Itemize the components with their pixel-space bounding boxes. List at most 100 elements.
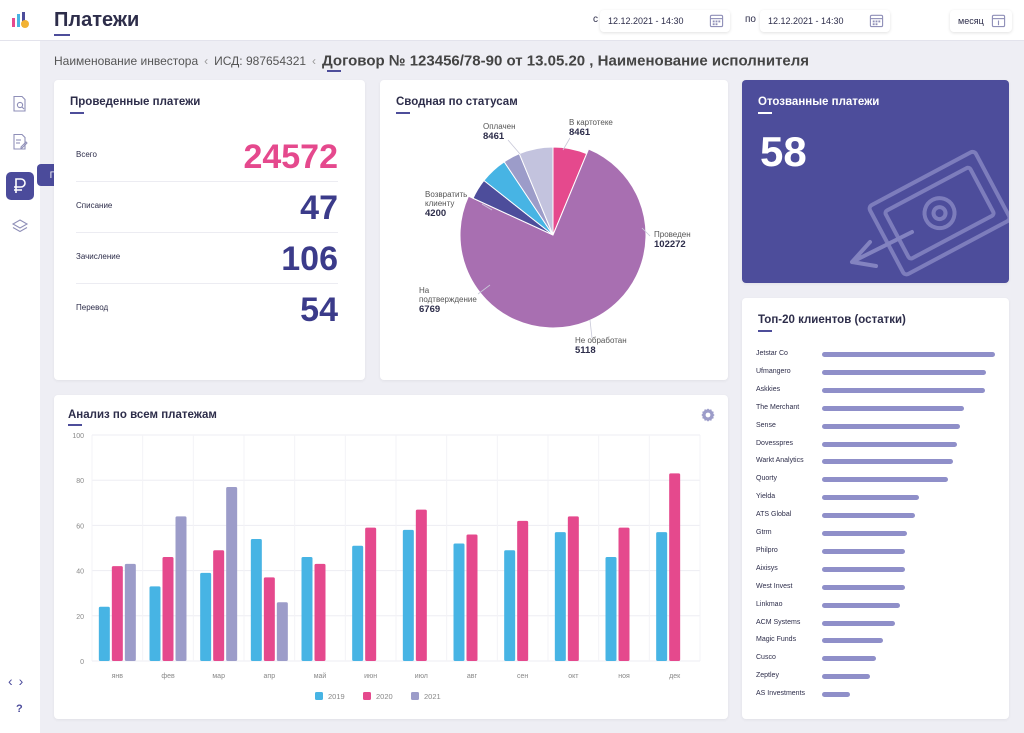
client-row[interactable]: The Merchant	[756, 400, 1000, 418]
client-row[interactable]: Dovesspres	[756, 436, 1000, 454]
bar-2020[interactable]	[365, 527, 377, 661]
bar-2021[interactable]	[226, 486, 238, 661]
sidebar-item-edit-docs[interactable]	[9, 131, 31, 153]
calendar-icon[interactable]	[709, 13, 724, 28]
sidebar-item-layers[interactable]	[9, 216, 31, 238]
client-name: Dovesspres	[756, 439, 793, 447]
sidebar-collapse-arrows[interactable]: ‹›	[8, 673, 29, 689]
bar-2021[interactable]	[124, 563, 136, 661]
client-bar	[822, 584, 906, 590]
pie-label-return: Возвратить клиенту 4200	[425, 190, 468, 219]
status-summary-title: Сводная по статусам	[396, 96, 518, 108]
x-tick-label: дек	[669, 673, 681, 680]
bar-2020[interactable]	[263, 577, 275, 661]
settings-gear-icon[interactable]	[700, 407, 716, 423]
bar-2019[interactable]	[656, 532, 668, 661]
pie-slice[interactable]	[459, 148, 647, 329]
client-bar	[822, 477, 949, 483]
client-row[interactable]: Zeptley	[756, 668, 1000, 686]
chevron-left-icon: ‹	[312, 53, 317, 68]
client-row[interactable]: Jetstar Co	[756, 346, 1000, 364]
bar-2019[interactable]	[554, 532, 566, 661]
calendar-icon[interactable]	[991, 13, 1006, 28]
date-from-field[interactable]: 12.12.2021 - 14:30	[600, 10, 730, 32]
bar-2020[interactable]	[669, 473, 681, 661]
x-tick-label: фев	[161, 673, 175, 680]
client-row[interactable]: Aixisys	[756, 561, 1000, 579]
title-underline	[396, 112, 410, 114]
client-bar	[822, 548, 906, 554]
client-row[interactable]: AS Investments	[756, 686, 1000, 704]
legend-swatch	[315, 692, 323, 700]
client-row[interactable]: West Invest	[756, 579, 1000, 597]
help-button[interactable]: ?	[16, 703, 23, 715]
legend-label[interactable]: 2021	[424, 692, 441, 701]
period-select[interactable]: месяц	[950, 10, 1012, 32]
chevron-right-icon[interactable]: ›	[18, 673, 30, 689]
bar-2020[interactable]	[111, 566, 123, 661]
ruble-icon	[14, 178, 26, 193]
document-edit-icon	[13, 133, 28, 150]
bar-2019[interactable]	[200, 572, 212, 661]
bar-2019[interactable]	[402, 529, 414, 661]
client-row[interactable]: ATS Global	[756, 507, 1000, 525]
bar-2019[interactable]	[250, 538, 262, 661]
client-bar	[822, 387, 985, 393]
client-row[interactable]: Gtrm	[756, 525, 1000, 543]
client-row[interactable]: Magic Funds	[756, 632, 1000, 650]
client-name: Ufmangero	[756, 367, 791, 375]
bar-2020[interactable]	[162, 557, 174, 661]
bar-2020[interactable]	[517, 520, 529, 661]
client-row[interactable]: Cusco	[756, 650, 1000, 668]
client-row[interactable]: Askkies	[756, 382, 1000, 400]
sidebar-item-search-docs[interactable]	[9, 93, 31, 115]
bar-2020[interactable]	[314, 563, 326, 661]
bar-2020[interactable]	[618, 527, 630, 661]
client-row[interactable]: Warkt Analytics	[756, 453, 1000, 471]
bar-2020[interactable]	[213, 550, 225, 661]
bar-2020[interactable]	[567, 516, 579, 661]
client-name: Cusco	[756, 654, 776, 662]
top-clients-card: Топ-20 клиентов (остатки) Jetstar Co Ufma…	[742, 298, 1009, 719]
client-row[interactable]: Quorty	[756, 471, 1000, 489]
bar-2019[interactable]	[352, 545, 364, 661]
bar-2019[interactable]	[301, 557, 313, 661]
date-to-field[interactable]: 12.12.2021 - 14:30	[760, 10, 890, 32]
bar-2021[interactable]	[175, 516, 187, 661]
bar-2020[interactable]	[466, 534, 478, 661]
bar-2020[interactable]	[415, 509, 427, 661]
app-logo-icon[interactable]	[8, 8, 32, 32]
bar-chart: 0 20 40 60 80 100 янв фев мар апр май июн июл авг сен о…	[72, 433, 701, 701]
payment-label: Всего	[76, 150, 97, 159]
date-from-label: с	[593, 14, 598, 25]
bar-2019[interactable]	[453, 543, 465, 661]
bar-2019[interactable]	[149, 586, 161, 661]
bar-2021[interactable]	[276, 602, 288, 661]
sidebar	[0, 41, 40, 733]
payment-value: 24572	[243, 138, 338, 176]
client-row[interactable]: Philpro	[756, 543, 1000, 561]
client-row[interactable]: Ufmangero	[756, 364, 1000, 382]
client-row[interactable]: ACM Systems	[756, 615, 1000, 633]
breadcrumb-investor[interactable]: Наименование инвестора	[54, 53, 199, 68]
calendar-icon[interactable]	[869, 13, 884, 28]
bar-2019[interactable]	[605, 557, 617, 661]
x-tick-label: апр	[264, 673, 276, 680]
client-bar	[822, 674, 871, 680]
title-underline	[70, 112, 84, 114]
legend-label[interactable]: 2020	[376, 692, 393, 701]
recalled-payments-card: Отозванные платежи 58	[742, 80, 1009, 283]
client-row[interactable]: Yielda	[756, 489, 1000, 507]
bar-2019[interactable]	[98, 606, 110, 661]
x-tick-label: янв	[112, 673, 124, 680]
sidebar-item-payments[interactable]	[6, 172, 34, 200]
breadcrumb-isd[interactable]: ИСД: 987654321	[214, 53, 307, 68]
client-row[interactable]: Sense	[756, 418, 1000, 436]
legend-label[interactable]: 2019	[328, 692, 345, 701]
client-bar	[822, 531, 907, 536]
breadcrumb: Наименование инвестора ‹ ИСД: 987654321 ‹ До…	[54, 52, 809, 72]
client-row[interactable]: Linkmao	[756, 597, 1000, 615]
chevron-left-icon[interactable]: ‹	[8, 673, 19, 689]
y-tick-label: 0	[80, 659, 84, 666]
bar-2019[interactable]	[504, 550, 516, 661]
